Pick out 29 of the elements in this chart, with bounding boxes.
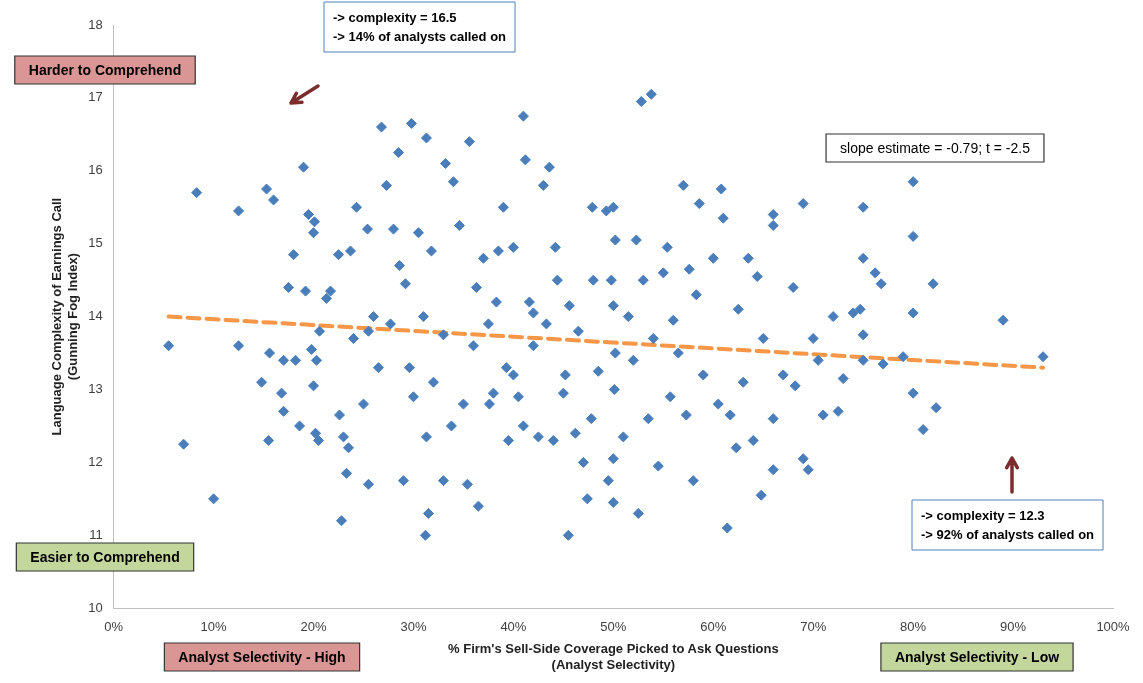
x-tick-label: 80% (900, 618, 927, 634)
annotation: Easier to Comprehend (30, 548, 180, 565)
x-tick-label: 20% (300, 618, 327, 634)
y-tick-label: 16 (88, 162, 103, 178)
x-tick-label: 40% (500, 618, 527, 634)
y-tick-label: 14 (88, 308, 103, 324)
annotation: -> complexity = 16.5 -> 14% of analysts called on (333, 9, 507, 44)
x-tick-label: 60% (700, 618, 727, 634)
y-tick-label: 15 (88, 235, 103, 251)
y-tick-label: 12 (88, 453, 103, 469)
y-axis-title: Language Complexity of Earnings Call (Gunning Fog Index) (49, 197, 80, 436)
annotation: Harder to Comprehend (28, 61, 182, 78)
x-tick-label: 0% (104, 618, 124, 634)
y-tick-label: 10 (88, 599, 103, 615)
x-tick-label: 50% (600, 618, 627, 634)
annotation: -> complexity = 12.3 -> 92% of analysts called on (921, 507, 1095, 542)
x-tick-label: 10% (200, 618, 228, 634)
text: Analyst Selectivity - Low (894, 648, 1060, 665)
y-tick-label: 11 (89, 526, 103, 542)
annotation: slope estimate = -0.79; t = -2.5 (840, 139, 1031, 156)
x-axis-title: % Firm's Sell-Side Coverage Picked to Ask Questions (Analyst Selectivity) (448, 641, 779, 672)
text: Analyst Selectivity - High (178, 648, 346, 665)
y-tick-label: 18 (88, 16, 103, 32)
y-tick-label: 17 (88, 89, 103, 105)
x-tick-label: 100% (1096, 618, 1131, 634)
x-tick-label: 70% (800, 618, 827, 634)
x-tick-label: 90% (1000, 618, 1027, 634)
y-tick-label: 13 (88, 381, 103, 397)
x-tick-label: 30% (400, 618, 427, 634)
